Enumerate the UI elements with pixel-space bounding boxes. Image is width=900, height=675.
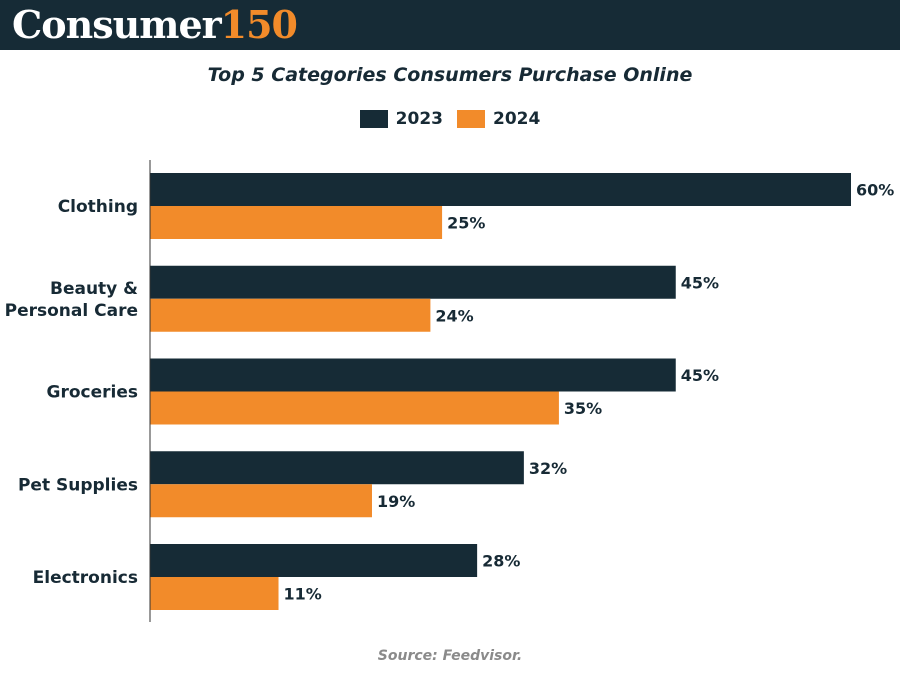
- legend-swatch-2023: [359, 110, 388, 128]
- category-label-line: Pet Supplies: [18, 475, 138, 495]
- category-label-line: Clothing: [58, 197, 138, 217]
- legend-item-2023: 2023: [359, 109, 443, 129]
- category-label-3: Pet Supplies: [18, 475, 138, 495]
- bar-2024-3: [150, 484, 372, 518]
- data-label-2024-3: 19%: [377, 492, 415, 511]
- bar-2023-4: [150, 544, 478, 577]
- bar-2023-1: [150, 265, 676, 299]
- bar-2024-4: [150, 577, 279, 610]
- category-label-0: Clothing: [58, 197, 138, 217]
- source-note: Source: Feedvisor.: [377, 648, 523, 664]
- category-label-line: Groceries: [47, 383, 138, 403]
- data-label-2023-2: 45%: [681, 366, 719, 385]
- data-label-2023-0: 60%: [856, 181, 894, 200]
- legend-label-2024: 2024: [493, 109, 541, 129]
- category-label-1: Beauty & Personal Care: [5, 279, 139, 321]
- category-label-4: Electronics: [33, 568, 138, 588]
- legend-label-2023: 2023: [395, 109, 443, 129]
- bar-2023-3: [150, 451, 524, 485]
- data-label-2023-3: 32%: [529, 459, 567, 478]
- bar-2024-2: [150, 391, 559, 425]
- category-label-2: Groceries: [47, 383, 138, 403]
- brand-logo: Consumer150: [12, 2, 298, 48]
- data-label-2024-0: 25%: [447, 214, 485, 233]
- category-label-line: Personal Care: [5, 301, 138, 321]
- data-label-2023-1: 45%: [681, 273, 719, 292]
- data-label-2024-4: 11%: [284, 585, 322, 604]
- brand-number: 150: [220, 2, 298, 47]
- legend-item-2024: 2024: [457, 109, 540, 129]
- bar-2023-0: [150, 173, 851, 206]
- legend-swatch-2024: [457, 110, 485, 128]
- bar-2023-2: [150, 358, 676, 392]
- category-label-line: Beauty &: [50, 279, 138, 299]
- bar-2024-0: [150, 206, 443, 239]
- chart-title: Top 5 Categories Consumers Purchase Onli…: [207, 64, 693, 86]
- brand-word: Consumer: [12, 2, 222, 47]
- category-label-line: Electronics: [33, 568, 138, 588]
- bar-2024-1: [150, 298, 431, 332]
- data-label-2023-4: 28%: [482, 552, 520, 571]
- chart-legend: 2023 2024: [0, 109, 900, 129]
- data-label-2024-2: 35%: [564, 399, 602, 418]
- data-label-2024-1: 24%: [435, 306, 473, 325]
- header-bar: Consumer150: [0, 0, 900, 50]
